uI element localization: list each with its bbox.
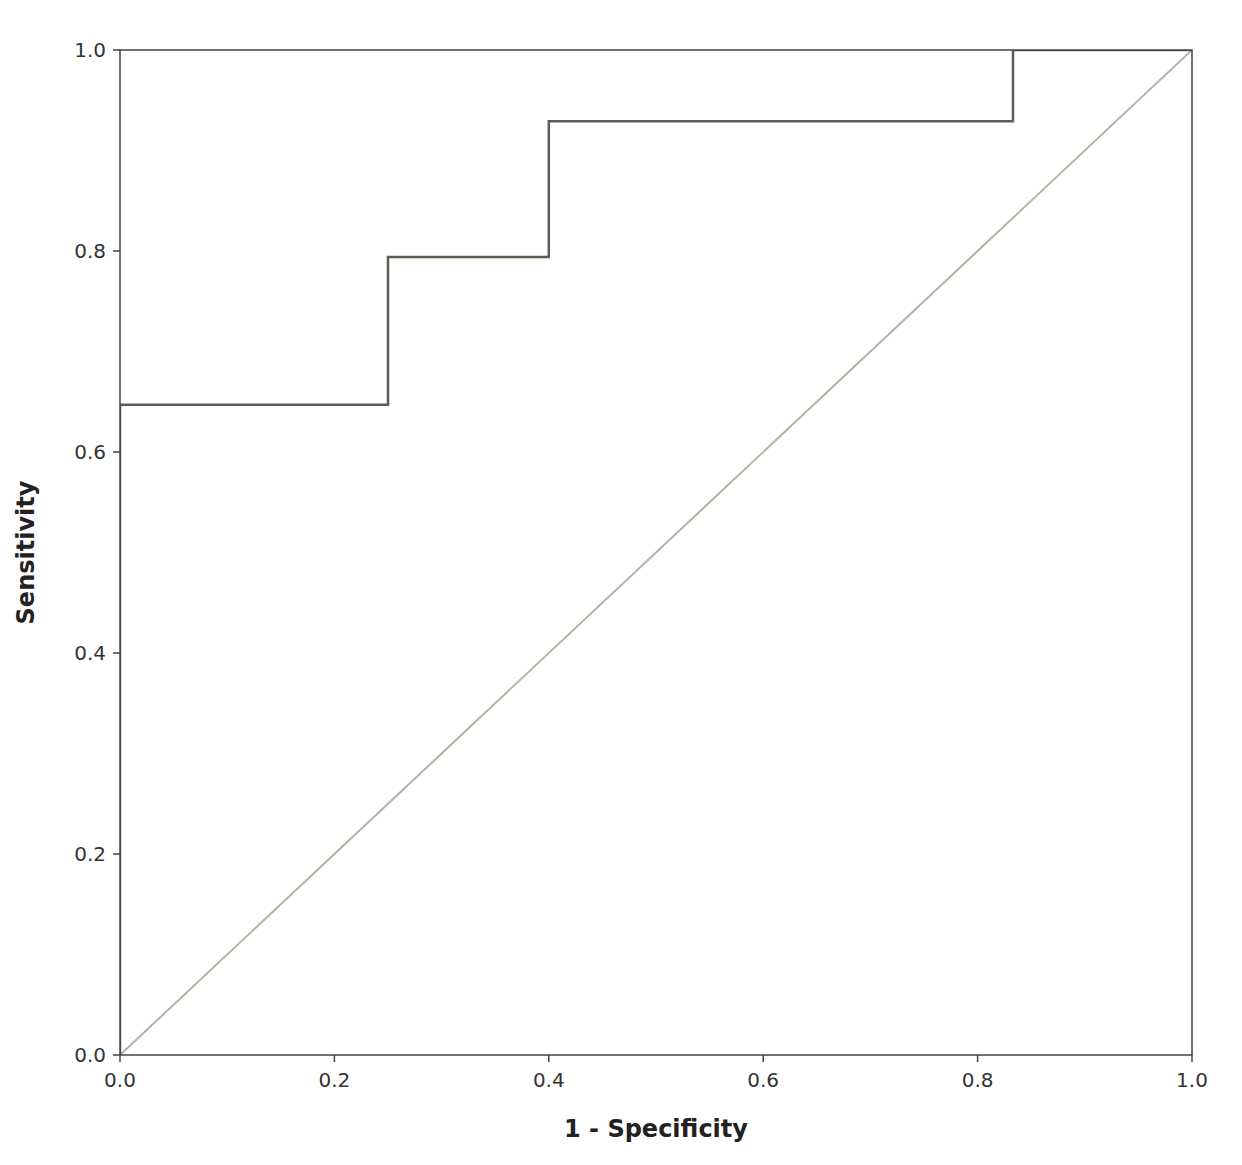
tick-label: 0.8: [74, 239, 106, 263]
tick: [1191, 1055, 1193, 1062]
page: {"chart_data": {"type": "line", "xlabel"…: [0, 0, 1242, 1165]
tick-label: 0.2: [318, 1068, 350, 1092]
tick-label: 0.2: [74, 842, 106, 866]
series-group: [120, 50, 1192, 1055]
tick: [548, 1055, 550, 1062]
tick-label: 1.0: [1176, 1068, 1208, 1092]
tick: [113, 853, 120, 855]
tick-label: 0.0: [74, 1043, 106, 1067]
tick-label: 0.4: [74, 641, 106, 665]
chart: 0.0 0.2 0.4 0.6 0.8 1.0 0.0 0.2 0.4 0.6 0.8 1.0 1 - …: [0, 0, 1242, 1165]
tick-label: 1.0: [74, 38, 106, 62]
tick: [113, 451, 120, 453]
x-axis-label: 1 - Specificity: [564, 1115, 748, 1143]
line: [120, 50, 1192, 1055]
tick: [113, 49, 120, 51]
tick: [113, 250, 120, 252]
tick-label: 0.4: [533, 1068, 565, 1092]
tick: [113, 1054, 120, 1056]
tick: [334, 1055, 336, 1062]
tick: [977, 1055, 979, 1062]
tick-label: 0.6: [747, 1068, 779, 1092]
tick: [119, 1055, 121, 1062]
tick-label: 0.0: [104, 1068, 136, 1092]
line: [120, 50, 1192, 1055]
tick: [762, 1055, 764, 1062]
axes: 0.0 0.2 0.4 0.6 0.8 1.0 0.0 0.2 0.4 0.6 0.8 1.0: [74, 38, 1208, 1092]
tick-label: 0.8: [962, 1068, 994, 1092]
y-axis-label: Sensitivity: [12, 480, 40, 624]
plot-frame: [120, 50, 1192, 1055]
tick-label: 0.6: [74, 440, 106, 464]
plot-area: [120, 50, 1192, 1055]
tick: [113, 652, 120, 654]
